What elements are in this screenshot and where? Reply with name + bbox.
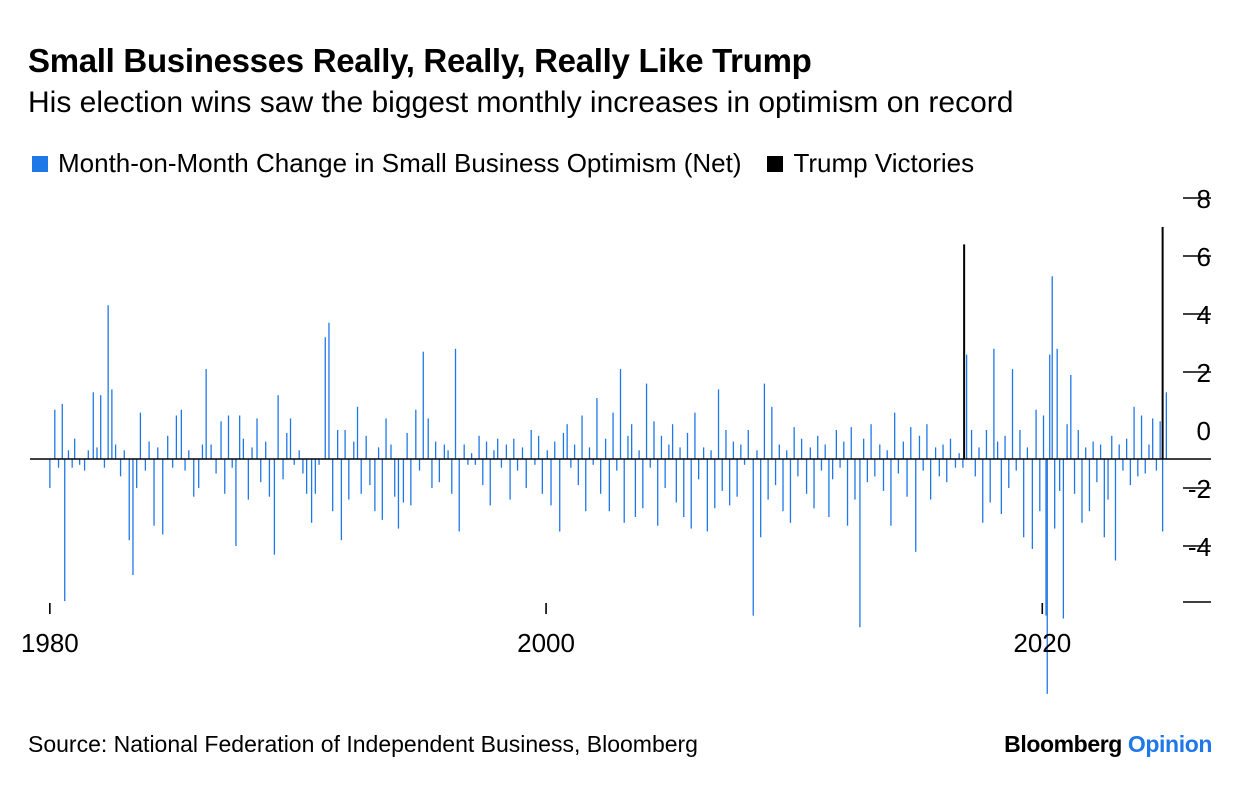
brand-primary: Bloomberg [1004, 731, 1122, 757]
brand-secondary: Opinion [1127, 731, 1212, 757]
legend-item-victories: Trump Victories [767, 148, 974, 179]
y-tick-label: 6 [1197, 242, 1211, 272]
legend-label-optimism: Month-on-Month Change in Small Business … [58, 148, 742, 178]
chart-subtitle: His election wins saw the biggest monthl… [28, 86, 1014, 119]
legend-label-victories: Trump Victories [793, 148, 975, 178]
chart-legend: Month-on-Month Change in Small Business … [32, 148, 1000, 179]
y-tick-label: 2 [1197, 358, 1211, 388]
chart-title: Small Businesses Really, Really, Really … [28, 42, 812, 79]
legend-swatch-black [767, 155, 784, 172]
victories-group [963, 227, 1164, 459]
x-tick-label: 2020 [1013, 628, 1071, 658]
y-tick-label: 8 [1197, 184, 1211, 214]
bars-group [49, 276, 1167, 694]
source-note: Source: National Federation of Independe… [28, 731, 698, 757]
x-tick-label: 2000 [517, 628, 575, 658]
legend-item-optimism: Month-on-Month Change in Small Business … [32, 148, 741, 179]
y-tick-label: -4 [1188, 532, 1211, 562]
legend-swatch-blue [32, 155, 48, 172]
brand-logo: Bloomberg Opinion [1004, 731, 1212, 758]
x-axis: 1980 2000 2020 [21, 603, 1071, 658]
y-axis: 8 6 4 2 0 -2 -4 [1183, 184, 1211, 603]
y-tick-label: -2 [1188, 474, 1211, 504]
x-tick-label: 1980 [21, 628, 79, 658]
y-tick-label: 4 [1197, 300, 1211, 330]
y-tick-label: 0 [1197, 416, 1211, 446]
